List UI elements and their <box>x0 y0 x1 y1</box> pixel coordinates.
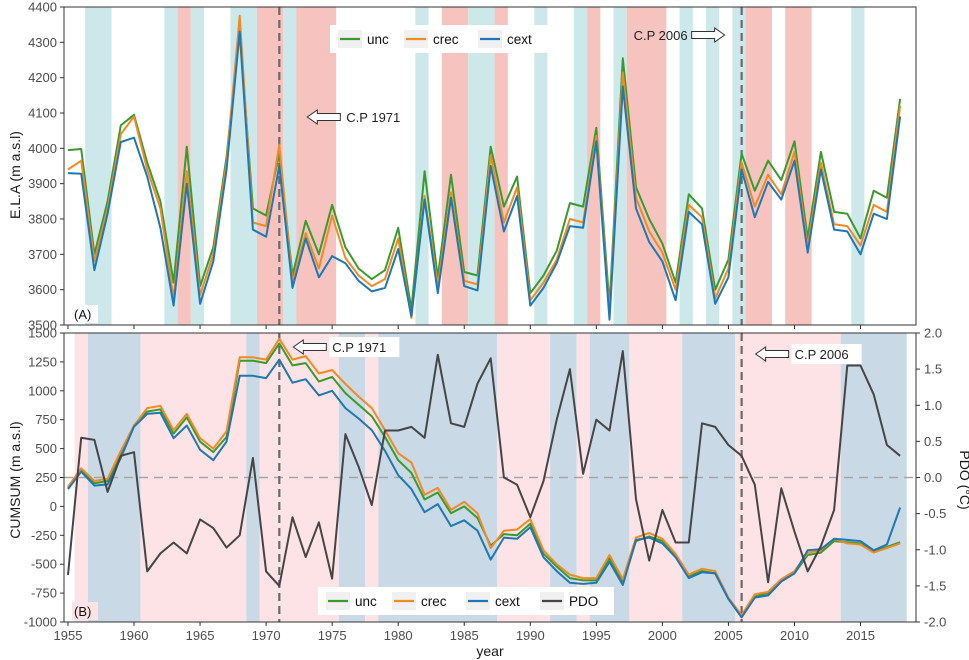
x-tick-label: 1995 <box>582 628 611 643</box>
y-tick-label-a: 3900 <box>28 176 57 191</box>
change-point-label: C.P 2006 <box>795 347 849 362</box>
plot-frame-a <box>63 6 917 326</box>
x-axis-title: year <box>476 643 504 659</box>
x-tick-label: 1955 <box>54 628 83 643</box>
y2-tick-label: 0.0 <box>924 470 942 485</box>
shaded-period-blue <box>573 7 588 325</box>
shaded-period-blue <box>613 7 627 325</box>
x-tick-label: 1970 <box>252 628 281 643</box>
change-point-arrow <box>691 27 726 43</box>
change-point-label: C.P 2006 <box>634 28 688 43</box>
legend-label-unc: unc <box>355 594 377 609</box>
panel-label-a: (A) <box>74 307 91 322</box>
y-tick-label-a: 4300 <box>28 35 57 50</box>
y2-tick-label: 1.0 <box>924 398 942 413</box>
shaded-period-red <box>587 7 601 325</box>
legend-label-crec: crec <box>421 594 447 609</box>
legend-label-crec: crec <box>433 32 459 47</box>
y-tick-label-b: 1500 <box>28 326 57 341</box>
change-point-label: C.P 1971 <box>346 110 400 125</box>
y-tick-label-b: 0 <box>50 499 57 514</box>
y-tick-label-b: 1250 <box>28 354 57 369</box>
y-tick-label-b: 750 <box>35 412 57 427</box>
x-tick-label: 1960 <box>120 628 149 643</box>
y-tick-label-b: -750 <box>31 586 57 601</box>
y-tick-label-a: 4200 <box>28 70 57 85</box>
y-tick-label-b: 500 <box>35 441 57 456</box>
y2-tick-label: -1.5 <box>924 578 946 593</box>
y-tick-label-b: -250 <box>31 528 57 543</box>
panel-a: 3500 3600 3700 3800 3900 4000 4100 4200 4300 4400… <box>28 0 917 333</box>
change-point-arrow <box>754 346 790 362</box>
y-tick-label-a: 4400 <box>28 0 57 15</box>
y-tick-label-b: 250 <box>35 470 57 485</box>
x-tick-label: 2000 <box>648 628 677 643</box>
series-line-crec <box>67 337 901 617</box>
x-tick-label: 2015 <box>846 628 875 643</box>
change-point-label-box <box>791 344 862 364</box>
legend-label-cext: cext <box>507 32 532 47</box>
shaded-period-red <box>494 7 508 325</box>
y-tick-label-a: 3500 <box>28 318 57 333</box>
panel-label-box-a <box>72 305 98 323</box>
shaded-period-red <box>745 7 773 325</box>
y-tick-label-a: 3700 <box>28 247 57 262</box>
shaded-period-red <box>576 333 590 622</box>
panel-label-box-b <box>72 602 98 620</box>
series-line-cext <box>67 358 902 619</box>
x-tick-label: 2005 <box>714 628 743 643</box>
y-tick-label-b: -500 <box>31 557 57 572</box>
y2-tick-label: -0.5 <box>924 506 946 521</box>
shaded-period-blue <box>534 7 548 325</box>
shaded-period-blue <box>851 7 865 325</box>
y-tick-label-b: 1000 <box>28 383 57 398</box>
y-tick-label-a: 4100 <box>28 106 57 121</box>
legend-box-a <box>330 25 560 53</box>
y-axis-title-b: CUMSUM (m a.s.l) <box>7 421 23 538</box>
y2-tick-label: 2.0 <box>924 326 942 341</box>
shaded-period-blue <box>705 7 720 325</box>
panel-b: -1000 -750 -500 -250 0 250 500 750 1000 1250 1500 1… <box>24 326 947 644</box>
shaded-period-red <box>296 7 337 325</box>
change-point-label: C.P 1971 <box>332 340 386 355</box>
shaded-period-blue <box>283 7 297 325</box>
y-axis-title-a: E.L.A (m a.s.l) <box>7 131 23 219</box>
shaded-period-blue <box>679 7 693 325</box>
series-line-cext <box>67 30 902 321</box>
shaded-period-blue <box>415 7 429 325</box>
y2-tick-label: -2.0 <box>924 615 946 630</box>
plot-frame-b <box>63 332 917 623</box>
panel-label-b: (B) <box>74 604 91 619</box>
y2-tick-label: -1.0 <box>924 542 946 557</box>
y-tick-label-a: 4000 <box>28 141 57 156</box>
legend-label-pdo: PDO <box>569 594 598 609</box>
change-point-arrow <box>306 109 341 125</box>
x-tick-label: 1980 <box>384 628 413 643</box>
shaded-period-blue <box>230 7 257 325</box>
y2-axis-title-b: PDO (°C) <box>957 450 969 509</box>
x-tick-label: 1990 <box>516 628 545 643</box>
y-tick-label-a: 3800 <box>28 212 57 227</box>
x-tick-label: 1985 <box>450 628 479 643</box>
change-point-arrow <box>292 339 327 355</box>
y-tick-label-a: 3600 <box>28 282 57 297</box>
legend-label-cext: cext <box>495 594 520 609</box>
change-point-label-box <box>329 337 400 357</box>
y-tick-label-b: -1000 <box>24 615 57 630</box>
y2-tick-label: 1.5 <box>924 362 942 377</box>
x-tick-label: 1975 <box>318 628 347 643</box>
x-tick-label: 2010 <box>780 628 809 643</box>
x-tick-label: 1965 <box>186 628 215 643</box>
shaded-period-blue <box>85 7 112 325</box>
y2-tick-label: 0.5 <box>924 434 942 449</box>
series-line-pdo <box>67 350 901 587</box>
legend-label-unc: unc <box>367 32 389 47</box>
